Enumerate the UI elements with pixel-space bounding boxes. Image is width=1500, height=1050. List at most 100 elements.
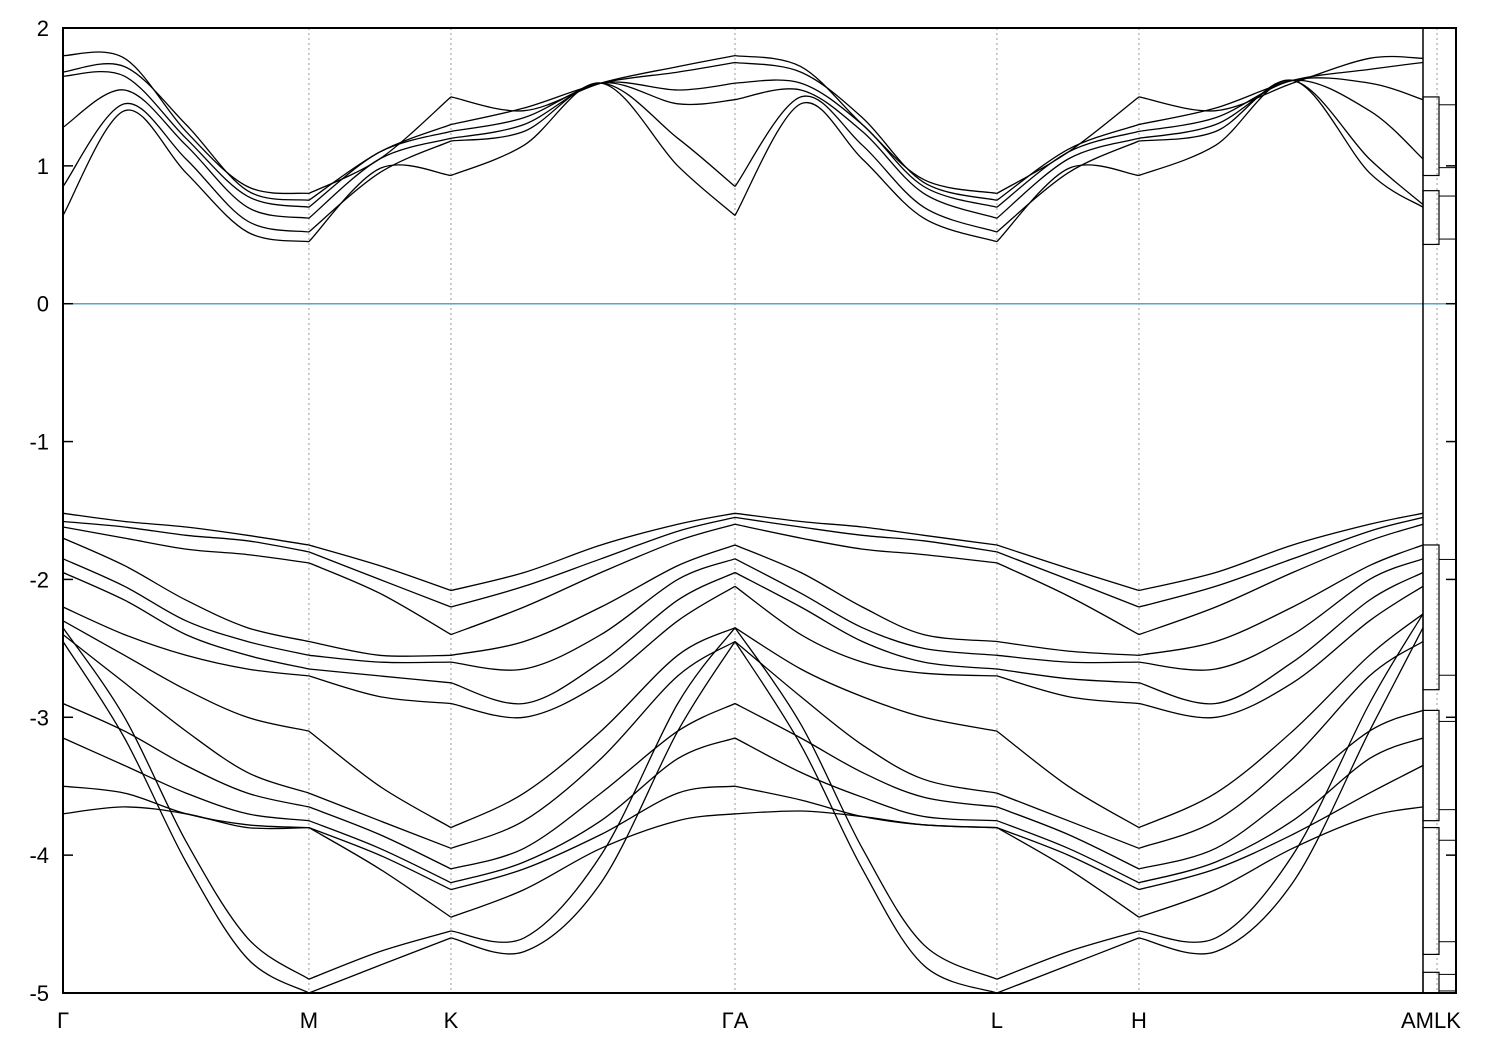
band-line	[1138, 79, 1423, 160]
band-line	[1138, 523, 1423, 636]
band-line	[450, 702, 736, 870]
band-line	[450, 627, 736, 829]
band-line	[308, 551, 452, 608]
band-line	[734, 627, 998, 732]
band-line	[996, 820, 1140, 884]
band-line	[63, 70, 310, 208]
band-line	[734, 785, 997, 829]
band-line	[1138, 613, 1423, 943]
band-line	[1138, 613, 1423, 829]
band-line	[1138, 571, 1423, 705]
band-line	[734, 737, 997, 822]
y-axis-ticks: -5 -4 -3 -2 -1 0 1 2	[29, 16, 1456, 1006]
band-line	[996, 137, 1140, 219]
band-line	[996, 562, 1140, 636]
dos-block	[1438, 104, 1457, 169]
band-line	[63, 558, 310, 656]
band-line	[996, 930, 1140, 980]
band-line	[996, 730, 1140, 829]
band-line	[1138, 764, 1423, 891]
band-line	[450, 640, 736, 849]
band-line	[308, 937, 452, 993]
band-line	[996, 806, 1140, 870]
y-tick-label: -4	[29, 843, 49, 868]
band-line	[308, 668, 452, 684]
band-line	[450, 785, 736, 891]
band-line	[450, 813, 736, 918]
band-line	[63, 737, 309, 822]
y-tick-label: 0	[37, 292, 49, 317]
band-line	[734, 101, 998, 243]
band-line	[1138, 512, 1423, 592]
band-line	[1138, 77, 1423, 133]
band-line	[996, 551, 1140, 608]
band-line	[308, 826, 452, 891]
band-line	[450, 737, 736, 884]
band-line	[450, 82, 736, 187]
band-line	[734, 516, 998, 553]
band-line	[308, 96, 452, 194]
band-line	[734, 54, 998, 195]
band-line	[1138, 640, 1423, 849]
band-line	[1138, 737, 1423, 884]
band-line	[450, 82, 736, 139]
band-line	[63, 109, 310, 243]
band-line	[63, 520, 310, 553]
x-kpoint-label: AMLK	[1401, 1008, 1461, 1033]
band-line	[996, 668, 1139, 684]
x-kpoint-label: L	[991, 1008, 1003, 1033]
band-line	[450, 558, 736, 671]
band-line	[450, 523, 736, 636]
x-kpoint-label: K	[444, 1008, 459, 1033]
band-line	[1138, 79, 1423, 208]
band-line	[734, 641, 998, 993]
band-line	[308, 130, 452, 208]
band-line	[996, 654, 1139, 664]
band-line	[450, 585, 736, 719]
band-line	[308, 930, 452, 980]
band-line	[308, 820, 452, 884]
band-line	[1138, 79, 1423, 205]
band-line	[308, 562, 452, 636]
band-line	[63, 51, 309, 195]
band-line	[450, 627, 736, 943]
y-tick-label: -3	[29, 705, 49, 730]
band-lines	[63, 51, 1423, 993]
band-line	[996, 826, 1140, 891]
band-line	[63, 641, 310, 993]
band-line	[308, 544, 452, 592]
dos-block	[1422, 826, 1440, 955]
band-line	[308, 675, 452, 705]
band-line	[996, 544, 1140, 592]
band-line	[1138, 585, 1423, 719]
band-line	[450, 516, 736, 608]
band-line	[63, 63, 310, 201]
y-tick-label: -5	[29, 981, 49, 1006]
x-kpoint-label: M	[300, 1008, 318, 1033]
band-line	[996, 937, 1140, 993]
band-line	[1138, 806, 1423, 918]
band-line	[308, 137, 452, 219]
band-line	[734, 641, 998, 794]
x-kpoint-label: H	[1131, 1008, 1147, 1033]
band-line	[734, 95, 998, 233]
band-line	[450, 81, 736, 133]
band-line	[1138, 544, 1423, 656]
band-line	[450, 641, 736, 955]
dos-block	[1438, 720, 1457, 811]
dos-block	[1438, 558, 1457, 676]
band-line	[308, 827, 452, 918]
x-axis-kpoint-labels: Γ M K ΓA L H AMLK	[57, 1008, 1461, 1033]
band-line	[308, 164, 452, 243]
band-line	[734, 558, 997, 656]
band-line	[1138, 558, 1423, 671]
band-line	[450, 571, 736, 705]
band-line	[63, 537, 310, 643]
band-line	[450, 82, 736, 216]
band-line	[734, 585, 997, 677]
band-line	[63, 627, 310, 980]
band-line	[63, 806, 309, 830]
band-line	[996, 675, 1139, 705]
band-line	[996, 96, 1140, 194]
